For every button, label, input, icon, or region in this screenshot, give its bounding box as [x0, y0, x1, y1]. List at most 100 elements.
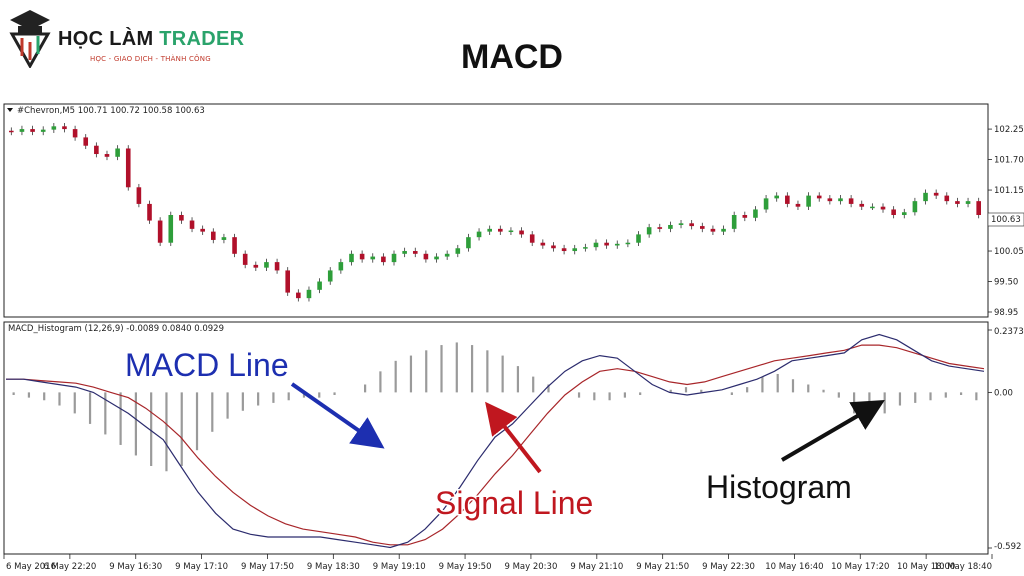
candle [476, 228, 482, 241]
collapse-triangle-icon[interactable] [7, 108, 13, 112]
candle [689, 219, 694, 230]
time-tick-label: 9 May 18:30 [307, 562, 360, 572]
candle [136, 183, 142, 208]
candle [349, 250, 354, 266]
candle [232, 233, 237, 258]
time-tick-label: 9 May 19:10 [373, 562, 426, 572]
histogram-arrow [780, 399, 885, 462]
candle [412, 247, 418, 258]
candle [912, 197, 918, 216]
candle [391, 250, 397, 266]
candle [848, 195, 854, 208]
price-panel-label: #Chevron,M5 100.71 100.72 100.58 100.63 [17, 106, 205, 116]
histogram-annotation: Histogram [706, 469, 852, 505]
candle [636, 231, 641, 247]
candle [94, 142, 99, 158]
time-tick-label: 10 May 17:20 [831, 562, 889, 572]
time-tick-label: 9 May 19:50 [439, 562, 492, 572]
candle [455, 244, 461, 258]
candle [83, 134, 89, 150]
candle [965, 197, 971, 208]
candle [179, 211, 184, 224]
candle [253, 261, 259, 271]
candle [859, 200, 865, 211]
time-tick-label: 10 May 16:40 [765, 562, 823, 572]
macd-axis: 0.2373 0.00 -0.592 [988, 327, 1024, 552]
candle [933, 189, 939, 199]
macd-tick-label: -0.592 [994, 542, 1021, 552]
candle [955, 197, 960, 208]
candle [381, 253, 386, 266]
logo-subtitle: HỌC - GIAO DỊCH - THÀNH CÔNG [90, 55, 211, 63]
signal-line-arrow [485, 401, 542, 474]
candle [838, 195, 843, 205]
macd-line-series [6, 333, 985, 549]
logo-title: HỌC LÀM TRADER [58, 28, 244, 51]
logo-icon [9, 10, 51, 70]
candle [519, 227, 524, 238]
time-tick-label: 10 May 18:00 [897, 562, 955, 572]
candle [710, 225, 716, 235]
time-tick-label: 6 May 22:20 [43, 562, 96, 572]
candle [753, 206, 758, 222]
time-tick-label: 9 May 22:30 [702, 562, 755, 572]
candle [625, 239, 631, 248]
candle [327, 267, 333, 285]
macd-panel-label: MACD_Histogram (12,26,9) -0.0089 0.0840 … [8, 324, 224, 334]
macd-tick-label: 0.00 [994, 388, 1013, 398]
histogram-bars [12, 342, 978, 472]
price-tick-label: 101.15 [994, 186, 1024, 196]
candle [125, 145, 131, 191]
candle [604, 239, 609, 249]
candle [742, 211, 748, 222]
candle [976, 197, 981, 219]
candle [274, 258, 280, 274]
macd-panel: MACD_Histogram (12,26,9) -0.0089 0.0840 … [3, 321, 1024, 555]
signal-line-series [6, 344, 985, 546]
candle [402, 247, 407, 258]
candle [487, 225, 492, 235]
time-tick-label: 9 May 16:30 [109, 562, 162, 572]
macd-line-annotation: MACD Line [125, 347, 289, 383]
candle [785, 192, 790, 208]
candle [540, 239, 546, 249]
candle [40, 126, 46, 136]
candle [466, 233, 471, 252]
candle [115, 145, 120, 161]
candle [72, 125, 78, 141]
candle [200, 225, 205, 235]
candle [646, 223, 652, 238]
price-panel-frame [3, 103, 989, 318]
current-price-label: 100.63 [991, 215, 1021, 225]
candle [901, 208, 907, 219]
candle [816, 192, 822, 202]
candle [880, 203, 886, 213]
candle [763, 195, 769, 213]
price-tick-label: 98.95 [994, 308, 1018, 318]
logo-accent-text: TRADER [159, 28, 245, 50]
candle [30, 125, 35, 136]
candle [210, 228, 216, 244]
candle [806, 192, 811, 211]
candle [221, 233, 227, 244]
candle [370, 253, 376, 263]
candle [583, 243, 588, 252]
candle [444, 250, 450, 260]
candle [593, 239, 599, 251]
candle [9, 127, 14, 136]
candle [51, 122, 57, 133]
current-price-box [987, 212, 1024, 227]
candle [508, 227, 514, 235]
candle [157, 217, 163, 247]
candle [699, 222, 705, 233]
candle [19, 125, 25, 136]
candle [561, 244, 567, 255]
candle [551, 242, 556, 252]
candle [285, 267, 291, 296]
macd-tick-label: 0.2373 [994, 327, 1024, 337]
candle [721, 225, 726, 235]
candle [668, 221, 673, 233]
candle [296, 289, 301, 302]
